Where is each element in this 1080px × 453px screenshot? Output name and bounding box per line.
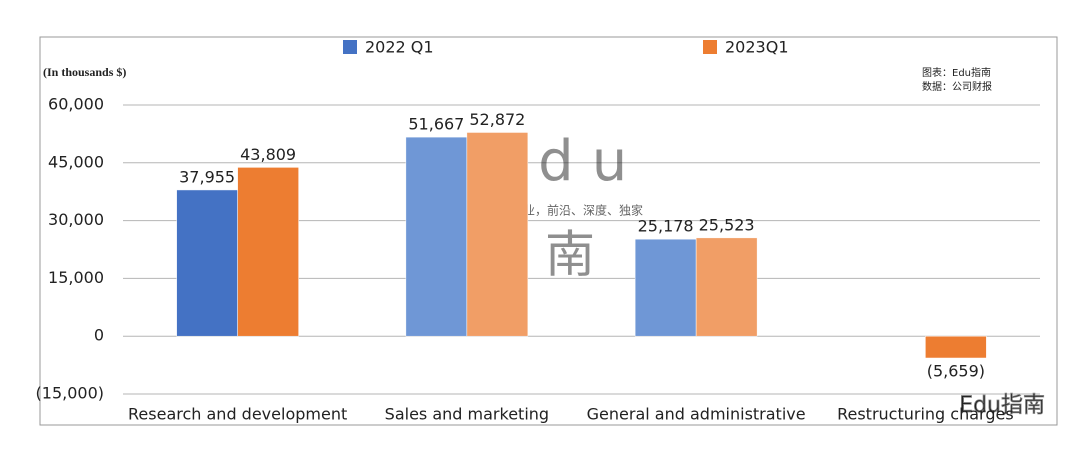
- y-tick-label: 60,000: [48, 95, 104, 114]
- value-label: (5,659): [927, 362, 985, 381]
- source-note: 图表：Edu指南: [922, 66, 991, 79]
- value-label: 37,955: [179, 167, 235, 186]
- y-tick-label: 0: [94, 326, 104, 345]
- watermark: Edu指南: [959, 393, 1045, 418]
- y-tick-label: 45,000: [48, 152, 104, 171]
- y-tick-label: (15,000): [36, 384, 104, 403]
- bar: [237, 167, 299, 337]
- x-tick-label: Restructuring charges: [837, 405, 1014, 424]
- x-tick-label: General and administrative: [587, 405, 806, 424]
- y-tick-label: 30,000: [48, 210, 104, 229]
- legend-swatch: [343, 40, 357, 54]
- bar: [925, 335, 987, 359]
- y-tick-label: 15,000: [48, 268, 104, 287]
- x-tick-label: Sales and marketing: [385, 405, 549, 424]
- bar: [634, 238, 697, 337]
- legend-label: 2022 Q1: [365, 38, 434, 57]
- bar: [405, 136, 468, 337]
- bar: [176, 189, 238, 337]
- source-note: 数据：公司财报: [922, 80, 992, 93]
- bar: [466, 132, 529, 337]
- legend-swatch: [703, 40, 717, 54]
- x-tick-label: Research and development: [128, 405, 347, 424]
- y-axis-label: (In thousands $): [43, 65, 126, 79]
- value-label: 25,523: [699, 215, 755, 234]
- value-label: 52,872: [469, 110, 525, 129]
- value-label: 51,667: [408, 115, 464, 134]
- chart-frame: [39, 36, 1058, 426]
- value-label: 43,809: [240, 145, 296, 164]
- bar: [695, 237, 758, 337]
- legend-label: 2023Q1: [725, 38, 789, 57]
- value-label: 25,178: [638, 217, 694, 236]
